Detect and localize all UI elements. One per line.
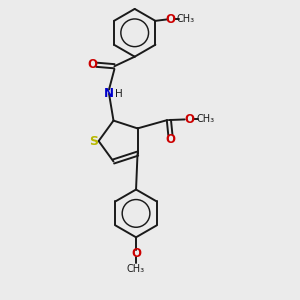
Text: S: S: [89, 134, 98, 148]
Text: O: O: [165, 133, 176, 146]
Text: CH₃: CH₃: [127, 264, 145, 274]
Text: O: O: [87, 58, 97, 71]
Text: N: N: [103, 87, 113, 100]
Text: CH₃: CH₃: [176, 14, 194, 24]
Text: O: O: [184, 113, 194, 126]
Text: O: O: [165, 13, 175, 26]
Text: CH₃: CH₃: [196, 114, 215, 124]
Text: O: O: [131, 247, 141, 260]
Text: H: H: [115, 89, 122, 99]
